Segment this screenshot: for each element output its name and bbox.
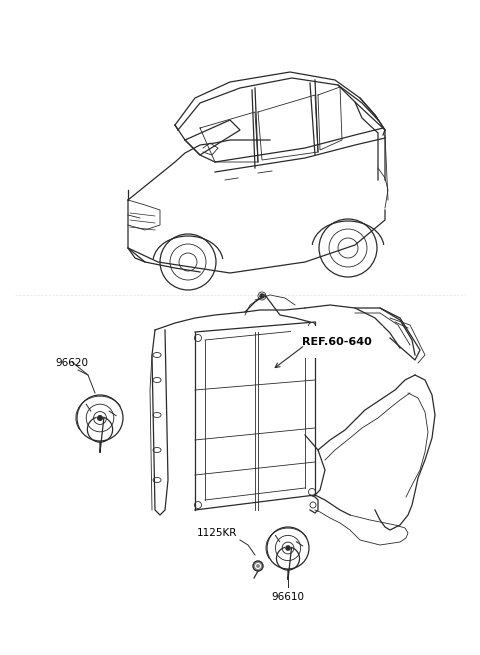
Text: REF.60-640: REF.60-640 bbox=[302, 337, 372, 347]
Text: 96620: 96620 bbox=[56, 358, 88, 368]
Circle shape bbox=[253, 561, 263, 571]
Circle shape bbox=[98, 416, 102, 421]
Text: 1125KR: 1125KR bbox=[197, 528, 237, 538]
Circle shape bbox=[286, 546, 290, 550]
Circle shape bbox=[260, 294, 264, 298]
Text: 96610: 96610 bbox=[272, 592, 304, 602]
